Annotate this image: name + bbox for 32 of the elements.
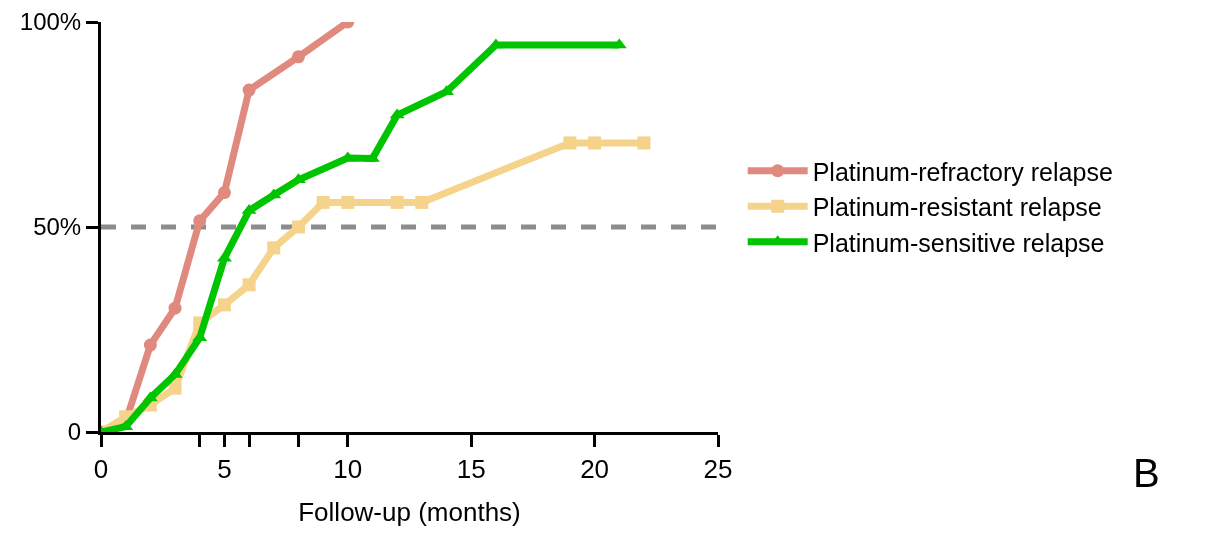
point (143, 338, 157, 352)
point (242, 83, 256, 97)
point (588, 136, 602, 150)
y-tick-label: 100% (19, 8, 82, 36)
point (341, 195, 355, 209)
point (267, 241, 281, 255)
point (217, 298, 231, 312)
x-tick-label: 5 (217, 454, 232, 485)
point (242, 278, 256, 292)
point (415, 195, 429, 209)
point (217, 186, 231, 200)
text: B (1133, 451, 1160, 495)
legend-label: Platinum-sensitive relapse (812, 228, 1105, 257)
point (637, 136, 651, 150)
x-axis-title: Follow-up (months) (298, 496, 521, 527)
x-tick-label: 15 (456, 454, 486, 485)
y-tick-label: 50% (33, 213, 82, 241)
point (291, 50, 305, 64)
point (316, 195, 330, 209)
y-tick-label: 0 (67, 418, 82, 446)
legend-label: Platinum-refractory relapse (812, 157, 1113, 186)
legend-label: Platinum-resistant relapse (812, 193, 1102, 221)
x-tick-label: 0 (93, 454, 109, 485)
point (168, 381, 182, 395)
point (390, 195, 404, 209)
point (563, 136, 577, 150)
point (193, 214, 207, 228)
x-tick-label: 10 (333, 454, 363, 485)
point (291, 220, 305, 234)
x-tick-label: 25 (703, 454, 733, 485)
x-tick-label: 20 (580, 454, 610, 485)
point (168, 301, 182, 315)
